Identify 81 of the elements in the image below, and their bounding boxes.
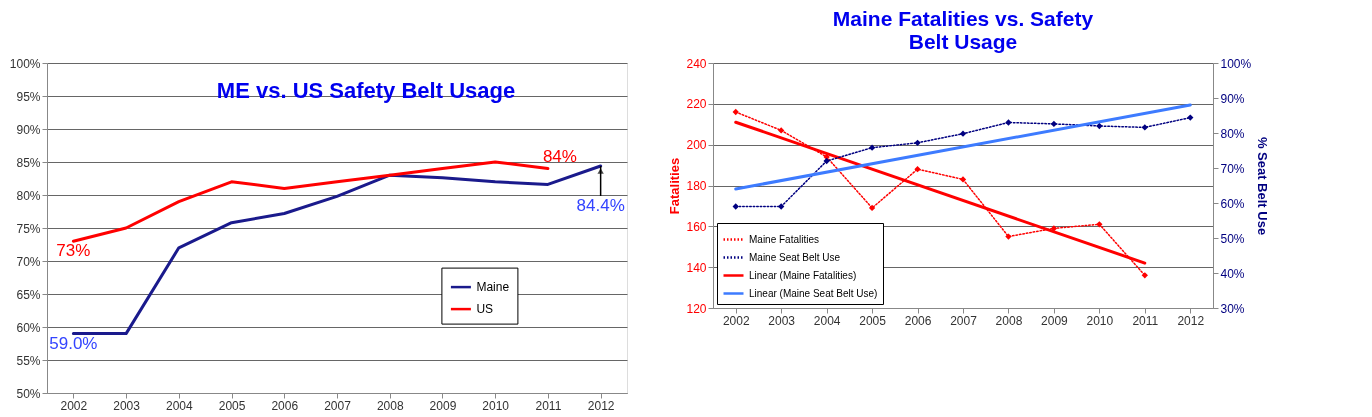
point	[959, 130, 967, 137]
annotation: 73%	[56, 241, 91, 261]
line-series	[71, 160, 550, 243]
x-tick-label: 2004	[165, 398, 193, 413]
x-tick-label: 2002	[722, 313, 750, 328]
y-axis-title: Fatalities	[667, 157, 683, 215]
y-tick-label: 90%	[16, 122, 41, 137]
y-tick-label: 160	[686, 219, 707, 234]
x-tick-label: 2007	[324, 398, 352, 413]
y-tick-label: 75%	[16, 221, 41, 236]
x-tick-label: 2005	[218, 398, 246, 413]
point	[868, 204, 876, 212]
y-tick-label: 95%	[16, 89, 41, 104]
x-tick-label: 2003	[113, 398, 141, 413]
y2-tick-label: 30%	[1220, 301, 1245, 316]
annotation: 84.4%	[576, 195, 625, 215]
point	[1005, 233, 1012, 240]
x-tick-label: 2002	[60, 398, 88, 413]
point	[914, 139, 921, 146]
y-tick-label: 180	[686, 179, 707, 193]
y2-tick-label: 90%	[1220, 91, 1245, 106]
y-tick-label: 240	[686, 56, 707, 71]
y2-tick-label: 80%	[1220, 126, 1245, 141]
x-tick-label: 2007	[950, 313, 978, 328]
point	[959, 176, 967, 183]
y-tick-label: 65%	[16, 287, 41, 302]
x-tick-label: 2010	[1086, 313, 1114, 328]
legend-label: Linear (Maine Fatalities)	[749, 269, 857, 281]
point	[778, 127, 785, 134]
y-tick-label: 50%	[16, 386, 41, 401]
y-tick-label: 220	[686, 97, 707, 112]
y-tick-label: 140	[686, 260, 707, 275]
y2-tick-label: 50%	[1220, 231, 1245, 246]
x-tick-label: 2004	[813, 313, 841, 328]
point	[823, 157, 830, 165]
y-tick-label: 200	[686, 138, 707, 153]
legend-label: Maine Fatalities	[749, 233, 820, 245]
y-tick-label: 60%	[16, 320, 41, 335]
y2-tick-label: 60%	[1220, 196, 1245, 211]
x-tick-label: 2006	[904, 313, 932, 328]
point	[1141, 124, 1148, 131]
point	[1050, 120, 1058, 128]
x-tick-label: 2008	[995, 313, 1023, 328]
point	[914, 166, 921, 173]
x-tick-label: 2012	[1177, 313, 1205, 328]
annotation: 59.0%	[49, 333, 98, 353]
point	[778, 203, 785, 210]
y-tick-label: 80%	[16, 188, 41, 203]
y2-axis-title: % Seat Belt Use	[1255, 136, 1271, 236]
y2-tick-label: 70%	[1220, 161, 1245, 176]
annotation: 84%	[542, 146, 577, 166]
y-tick-label: 120	[686, 301, 707, 316]
x-tick-label: 2009	[429, 398, 457, 413]
x-tick-label: 2005	[859, 313, 887, 328]
y-tick-label: 85%	[16, 155, 41, 170]
x-tick-label: 2008	[376, 398, 404, 413]
y2-tick-label: 100%	[1220, 56, 1252, 71]
y-tick-label: 55%	[16, 353, 41, 368]
y2-tick-label: 40%	[1220, 266, 1245, 281]
x-tick-label: 2010	[482, 398, 510, 413]
legend-label: Maine Seat Belt Use	[749, 251, 841, 263]
chart-title: Maine Fatalities vs. Safety Belt Usage	[832, 7, 1094, 53]
legend-label: US	[476, 302, 494, 317]
x-tick-label: 2006	[271, 398, 299, 413]
point	[1096, 122, 1103, 130]
x-tick-label: 2011	[535, 398, 562, 413]
x-tick-label: 2003	[768, 313, 796, 328]
point	[1005, 119, 1012, 126]
x-tick-label: 2011	[1132, 313, 1159, 328]
legend-label: Linear (Maine Seat Belt Use)	[749, 287, 878, 299]
legend-label: Maine	[476, 280, 510, 295]
y-tick-label: 100%	[9, 56, 41, 71]
point	[732, 203, 739, 210]
point	[868, 144, 876, 151]
point	[1096, 221, 1103, 228]
point	[1187, 114, 1194, 121]
point	[1141, 272, 1148, 279]
point	[732, 108, 739, 116]
x-tick-label: 2009	[1041, 313, 1069, 328]
y-tick-label: 70%	[16, 254, 41, 269]
x-tick-label: 2012	[587, 398, 615, 413]
